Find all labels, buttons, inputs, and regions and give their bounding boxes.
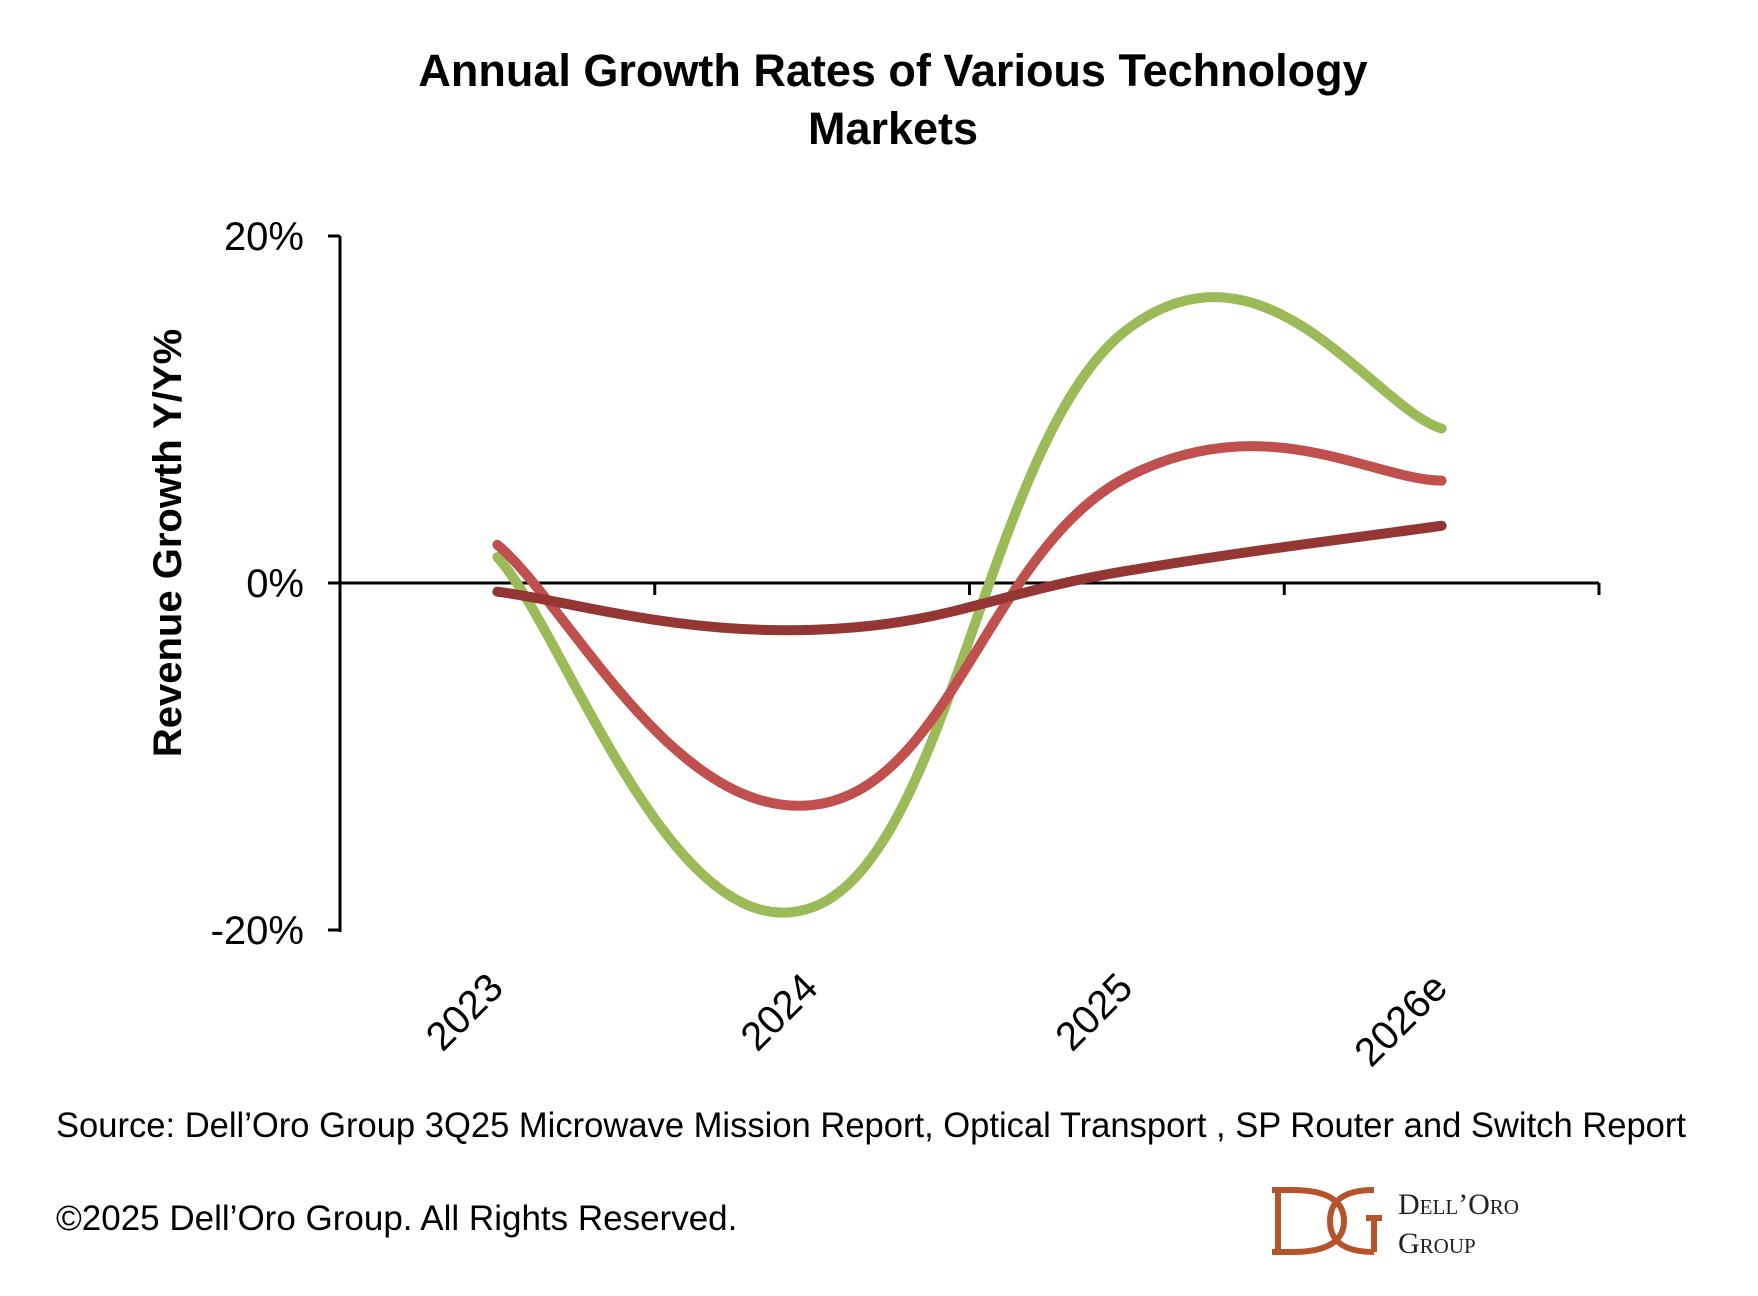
x-tick-label: 2023 (418, 965, 512, 1059)
chart-title-line-2: Markets (808, 103, 978, 154)
source-note: Source: Dell’Oro Group 3Q25 Microwave Mi… (56, 1106, 1686, 1145)
tick-labels: -20% 0% 20% 2023 2024 2025 2026e (211, 215, 1456, 1075)
copyright-note: ©2025 Dell’Oro Group. All Rights Reserve… (56, 1199, 737, 1238)
dell-oro-logo: Dell’Oro Group (1272, 1187, 1519, 1260)
y-tick-label: -20% (211, 909, 304, 953)
series-line-2 (492, 441, 1447, 811)
x-tick-label: 2024 (732, 965, 826, 1059)
logo-mark (1272, 1187, 1382, 1255)
series-group (492, 292, 1447, 918)
series-line-3 (492, 520, 1447, 636)
logo-text-line-2: Group (1398, 1227, 1476, 1260)
y-axis-title: Revenue Growth Y/Y% (146, 329, 190, 757)
x-tick-label: 2025 (1047, 965, 1141, 1059)
y-tick-label: 20% (224, 215, 304, 259)
x-tick-label: 2026e (1346, 965, 1456, 1075)
chart-title-line-1: Annual Growth Rates of Various Technolog… (418, 45, 1367, 96)
logo-text-line-1: Dell’Oro (1398, 1188, 1519, 1221)
y-tick-label: 0% (246, 562, 304, 606)
axes (328, 234, 1601, 932)
